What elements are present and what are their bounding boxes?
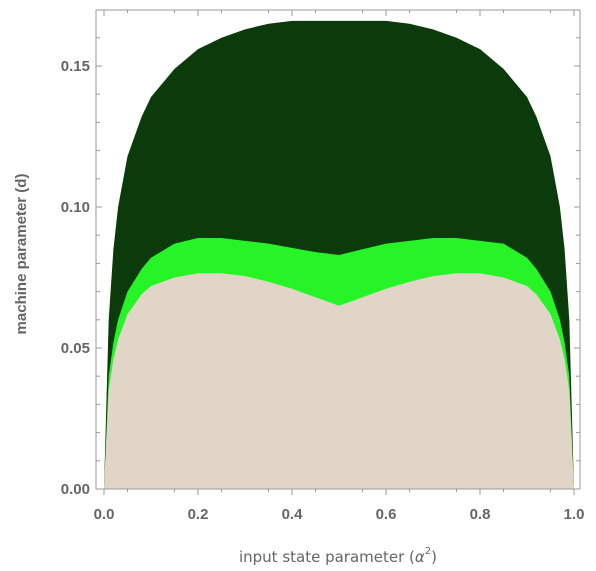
- y-tick-label: 0.00: [61, 481, 90, 498]
- x-axis-label: input state parameter (α2): [239, 546, 437, 566]
- x-tick-label: 0.2: [188, 506, 209, 523]
- x-axis-label-superscript: 2: [425, 546, 431, 557]
- y-tick-label: 0.05: [61, 340, 90, 357]
- x-axis-label-symbol: α: [415, 548, 425, 566]
- x-tick-label: 0.0: [94, 506, 115, 523]
- axis-ticks: 0.0 0.2 0.4 0.6 0.8 1.0 0.00 0.05 0.10 0.15: [61, 10, 585, 523]
- axes-frame: [95, 9, 581, 490]
- y-tick-label: 0.10: [61, 199, 90, 216]
- y-axis-label: machine parameter (d): [13, 174, 30, 335]
- x-tick-label: 0.6: [376, 506, 397, 523]
- x-axis-label-main: input state parameter (: [239, 548, 415, 566]
- x-tick-label: 1.0: [564, 506, 585, 523]
- series-area-2: [104, 273, 574, 489]
- y-tick-label: 0.15: [61, 58, 90, 75]
- chart-areas: [104, 20, 574, 489]
- x-tick-label: 0.8: [470, 506, 491, 523]
- x-axis-label-tail: ): [431, 548, 437, 566]
- x-tick-label: 0.4: [282, 506, 304, 523]
